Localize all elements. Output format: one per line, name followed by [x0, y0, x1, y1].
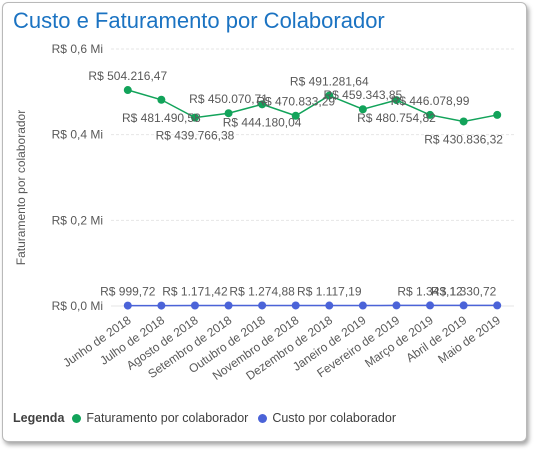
y-tick-label: R$ 0,0 Mi [52, 299, 103, 313]
series-point-0 [493, 110, 502, 119]
data-label: R$ 470.833,29 [256, 95, 335, 109]
series-point-0 [224, 109, 233, 118]
legend-item-custo[interactable]: Custo por colaborador [258, 411, 396, 425]
data-label: R$ 444.180,04 [223, 115, 302, 129]
data-label: R$ 504.216,47 [88, 69, 167, 83]
series-point-1 [392, 301, 401, 310]
series-point-0 [258, 100, 267, 109]
data-label: R$ 491.281,64 [290, 75, 369, 89]
data-label: R$ 1.171,42 [162, 284, 228, 298]
legend-title: Legenda [13, 411, 65, 425]
series-point-0 [190, 113, 199, 122]
series-point-0 [157, 95, 166, 104]
series-point-0 [459, 117, 468, 126]
data-label: R$ 999,72 [100, 285, 156, 299]
data-label: R$ 446.078,99 [391, 94, 470, 108]
line-chart: R$ 0,0 Mi R$ 0,2 Mi R$ 0,4 Mi R$ 0,6 Mi Fatu… [14, 42, 514, 383]
y-tick-label: R$ 0,2 Mi [52, 213, 103, 227]
y-tick-label: R$ 0,4 Mi [52, 128, 103, 142]
series-point-1 [325, 301, 334, 310]
series-point-1 [426, 301, 435, 310]
y-tick-label: R$ 0,6 Mi [52, 42, 103, 56]
data-label: R$ 430.836,32 [424, 132, 503, 146]
legend-marker-custo [258, 413, 268, 423]
series-point-1 [291, 301, 300, 310]
series-point-1 [358, 301, 367, 310]
series-point-1 [157, 301, 166, 310]
data-label: R$ 459.343,85 [324, 88, 403, 102]
data-label: R$ 1.343,12 [397, 284, 463, 298]
series-point-0 [325, 91, 334, 100]
series-point-1 [493, 301, 502, 310]
series-point-1 [190, 301, 199, 310]
legend-item-faturamento[interactable]: Faturamento por colaborador [72, 411, 248, 425]
data-label: R$ 480.754,82 [357, 111, 436, 125]
data-label: R$ 1.274,88 [229, 284, 295, 298]
legend-marker-faturamento [72, 413, 82, 423]
series-point-0 [123, 86, 132, 95]
y-axis-label: Faturamento por colaborador [14, 110, 28, 265]
legend-label-custo: Custo por colaborador [272, 411, 396, 425]
series-point-1 [459, 301, 468, 310]
series-point-0 [358, 105, 367, 114]
series-point-1 [258, 301, 267, 310]
data-label: R$ 481.490,58 [122, 111, 201, 125]
series-point-0 [426, 110, 435, 119]
series-point-0 [392, 96, 401, 105]
data-label: R$ 1.330,72 [431, 284, 497, 298]
legend: Legenda Faturamento por colaborador Cust… [13, 411, 406, 425]
series-line-0 [127, 89, 498, 123]
series-point-1 [224, 301, 233, 310]
series-point-1 [123, 301, 132, 310]
chart-title: Custo e Faturamento por Colaborador [13, 8, 385, 33]
chart-card: Custo e Faturamento por Colaborador R$ 0… [2, 2, 527, 442]
data-label: R$ 439.766,38 [156, 129, 235, 143]
legend-label-faturamento: Faturamento por colaborador [86, 411, 249, 425]
series-point-0 [291, 111, 300, 120]
data-label: R$ 450.070,71 [189, 92, 268, 106]
data-label: R$ 1.117,19 [297, 285, 362, 299]
